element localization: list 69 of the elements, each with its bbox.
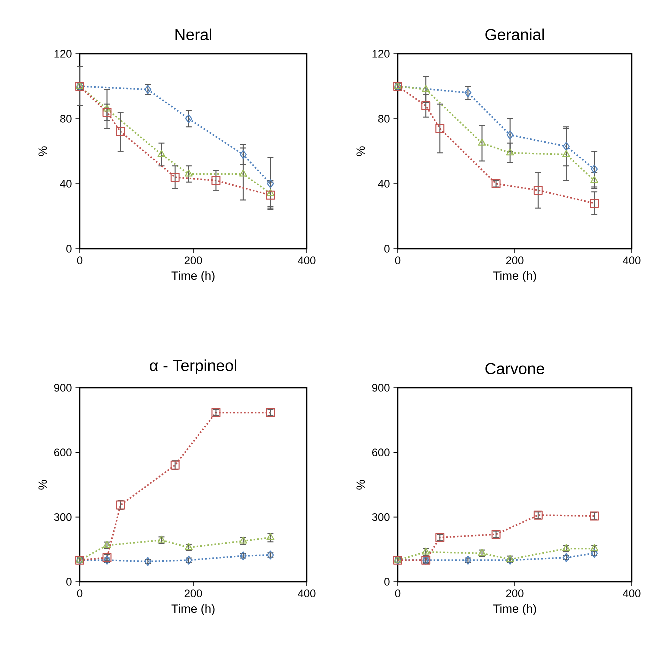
point bbox=[185, 170, 193, 177]
point bbox=[266, 190, 276, 200]
point bbox=[436, 124, 445, 134]
x-tick-label: 0 bbox=[77, 256, 83, 265]
x-tick-label: 400 bbox=[298, 256, 316, 265]
x-tick-label: 200 bbox=[506, 256, 524, 265]
point bbox=[590, 199, 600, 208]
point bbox=[534, 186, 543, 195]
point bbox=[562, 150, 570, 158]
chart-title: Neral bbox=[176, 28, 212, 40]
point bbox=[212, 176, 221, 186]
y-tick-label: 80 bbox=[378, 115, 390, 123]
point bbox=[266, 189, 275, 196]
x-axis-title: Time (h) bbox=[493, 271, 536, 282]
y-tick-label: 900 bbox=[372, 384, 390, 392]
y-tick-label: 0 bbox=[384, 578, 390, 586]
point bbox=[144, 557, 152, 566]
point bbox=[506, 130, 514, 140]
point bbox=[591, 549, 598, 558]
x-tick-label: 200 bbox=[184, 590, 202, 598]
point bbox=[158, 150, 166, 158]
point bbox=[464, 556, 472, 565]
y-tick-label: 40 bbox=[378, 180, 390, 188]
point bbox=[185, 114, 192, 124]
point bbox=[104, 556, 111, 565]
chart-title: α - Terpineol bbox=[150, 360, 236, 375]
x-axis-title: Time (h) bbox=[172, 604, 215, 616]
point bbox=[590, 176, 599, 184]
point bbox=[116, 128, 126, 136]
y-tick-label: 0 bbox=[66, 245, 72, 253]
chart-title: Carvone bbox=[486, 363, 544, 375]
point bbox=[240, 170, 248, 177]
y-tick-label: 40 bbox=[60, 180, 72, 188]
x-tick-label: 400 bbox=[298, 590, 316, 598]
y-tick-label: 600 bbox=[54, 448, 72, 457]
x-tick-label: 0 bbox=[77, 590, 83, 598]
y-axis-title: % bbox=[38, 146, 48, 156]
y-tick-label: 600 bbox=[372, 448, 390, 457]
y-axis-title: % bbox=[38, 480, 48, 490]
point bbox=[267, 550, 274, 560]
x-axis-title: Time (h) bbox=[172, 271, 215, 282]
point bbox=[240, 150, 247, 160]
point bbox=[563, 142, 570, 152]
x-tick-label: 200 bbox=[184, 256, 202, 265]
point bbox=[266, 533, 275, 540]
point bbox=[478, 138, 486, 146]
y-tick-label: 0 bbox=[384, 245, 390, 253]
point bbox=[170, 173, 180, 182]
point bbox=[422, 85, 430, 92]
x-tick-label: 0 bbox=[395, 590, 401, 598]
x-tick-label: 400 bbox=[623, 590, 641, 598]
y-tick-label: 900 bbox=[54, 384, 72, 392]
y-axis-title: % bbox=[356, 480, 366, 490]
point bbox=[185, 556, 192, 565]
chart-title: Geranial bbox=[486, 28, 544, 40]
point bbox=[240, 552, 247, 561]
y-tick-label: 120 bbox=[54, 50, 72, 58]
y-tick-label: 120 bbox=[372, 50, 390, 58]
x-tick-label: 0 bbox=[395, 256, 401, 265]
point bbox=[102, 108, 112, 117]
y-tick-label: 0 bbox=[66, 578, 72, 586]
x-tick-label: 400 bbox=[623, 256, 641, 265]
y-axis-title: % bbox=[356, 146, 366, 156]
y-tick-label: 300 bbox=[54, 513, 72, 522]
x-tick-label: 200 bbox=[506, 590, 524, 598]
y-tick-label: 300 bbox=[372, 513, 390, 522]
y-tick-label: 80 bbox=[60, 115, 72, 123]
x-axis-title: Time (h) bbox=[493, 604, 536, 616]
point bbox=[464, 88, 472, 98]
